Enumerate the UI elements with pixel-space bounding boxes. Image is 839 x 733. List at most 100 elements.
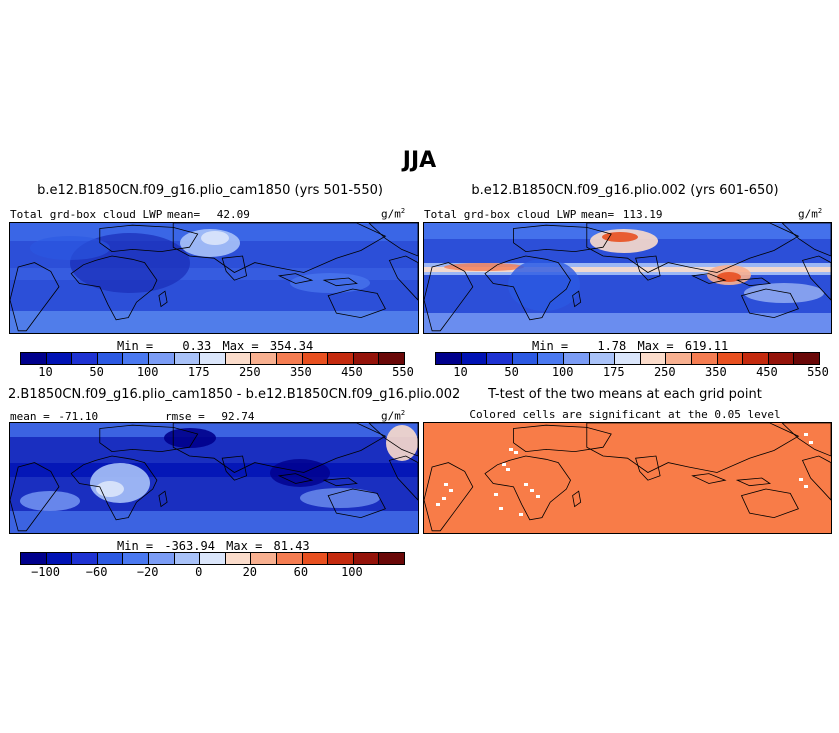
map-background bbox=[424, 423, 831, 533]
colorbar-cell bbox=[72, 553, 98, 564]
colorbar-cell bbox=[768, 353, 795, 364]
colorbar-cell bbox=[640, 353, 667, 364]
colorbar-cell bbox=[21, 553, 47, 564]
colorbar-cell bbox=[538, 353, 564, 364]
coastline-asia bbox=[172, 423, 387, 473]
coastline-sam bbox=[424, 262, 474, 332]
coastline-mada bbox=[158, 290, 168, 308]
panel1-colorbar bbox=[20, 352, 405, 365]
coastline-aus bbox=[327, 288, 386, 319]
panel3-rmse-label: rmse = bbox=[165, 410, 205, 423]
atlantic bbox=[30, 236, 110, 260]
panel2-map-svg bbox=[424, 223, 831, 333]
colorbar-tick-label: 250 bbox=[238, 365, 261, 379]
coastline-nam bbox=[781, 223, 831, 257]
panel3-max-label: Max = bbox=[226, 539, 263, 553]
panel3-minmax: Min = -363.94 Max = 81.43 bbox=[117, 539, 310, 553]
coastline-africa bbox=[70, 255, 158, 321]
colorbar-cell bbox=[276, 353, 303, 364]
coastline-asia bbox=[586, 223, 800, 273]
coastline-europe bbox=[99, 224, 199, 253]
coastline-sam2 bbox=[388, 255, 418, 301]
panel2-mean-value: 113.19 bbox=[622, 208, 663, 221]
panel1-mean-label: mean= bbox=[167, 208, 201, 221]
colorbar-cell bbox=[225, 353, 252, 364]
coastline-mada bbox=[572, 290, 582, 308]
panel2-min-value: 1.78 bbox=[597, 339, 627, 353]
africa-interior bbox=[508, 259, 580, 311]
colorbar-tick-label: −20 bbox=[136, 565, 159, 579]
colorbar-cell bbox=[251, 553, 277, 564]
colorbar-tick-label: 550 bbox=[392, 365, 414, 379]
coastline-sam2 bbox=[801, 455, 831, 501]
figure-title: JJA bbox=[402, 148, 437, 173]
colorbar-cell bbox=[97, 553, 124, 564]
colorbar-cell bbox=[512, 353, 539, 364]
panel1-title: b.e12.B1850CN.f09_g16.plio_cam1850 (yrs … bbox=[37, 183, 383, 198]
panel3-colorbar-ticks: −100 −60 −20 0 20 60 100 bbox=[20, 565, 403, 579]
colorbar-cell bbox=[46, 353, 73, 364]
coastline-indo bbox=[277, 273, 314, 284]
coastline-indo bbox=[691, 273, 727, 284]
colorbar-cell bbox=[21, 353, 47, 364]
panel1-mean: mean= 42.09 bbox=[167, 208, 250, 221]
colorbar-tick-label: 550 bbox=[807, 365, 829, 379]
colorbar-tick-label: −100 bbox=[31, 565, 60, 579]
panel2-mean-label: mean= bbox=[581, 208, 615, 221]
colorbar-cell bbox=[379, 353, 404, 364]
band-south bbox=[10, 311, 418, 333]
panel3-title: 2.B1850CN.f09_g16.plio_cam1850 - b.e12.B… bbox=[8, 387, 461, 402]
colorbar-cell bbox=[123, 353, 149, 364]
tibet-negative bbox=[164, 428, 216, 448]
panel3-colorbar bbox=[20, 552, 405, 565]
coastline-png bbox=[322, 277, 358, 287]
panel2-minmax: Min = 1.78 Max = 619.11 bbox=[532, 339, 728, 353]
coastline-sam2 bbox=[388, 455, 418, 501]
colorbar-cell bbox=[666, 353, 692, 364]
colorbar-cell bbox=[200, 353, 226, 364]
panel2-mean: mean= 113.19 bbox=[581, 208, 663, 221]
pacific-south bbox=[744, 283, 824, 303]
colorbar-tick-label: 450 bbox=[341, 365, 363, 379]
panel1-units-base: g/m bbox=[381, 207, 401, 221]
colorbar-tick-label: 100 bbox=[551, 365, 574, 379]
panel2-subtitle: Total grd-box cloud LWP bbox=[424, 208, 577, 221]
colorbar-tick-label: 450 bbox=[756, 365, 778, 379]
colorbar-tick-label: 250 bbox=[653, 365, 676, 379]
colorbar-tick-label: 50 bbox=[504, 365, 519, 379]
panel1-max-label: Max = bbox=[222, 339, 259, 353]
insignificant-cell bbox=[509, 448, 513, 451]
panel2-max-value: 619.11 bbox=[684, 339, 729, 353]
coastline-sam bbox=[10, 462, 60, 532]
colorbar-tick-label: 350 bbox=[705, 365, 727, 379]
panel3-min-value: -363.94 bbox=[164, 539, 215, 553]
colorbar-tick-label: 100 bbox=[136, 365, 159, 379]
panel2-title: b.e12.B1850CN.f09_g16.plio.002 (yrs 601-… bbox=[471, 183, 779, 198]
band-south bbox=[424, 313, 831, 333]
band-itcz-core bbox=[424, 267, 831, 272]
panel3-mean: mean = -71.10 bbox=[10, 410, 98, 423]
colorbar-cell bbox=[328, 353, 354, 364]
insignificant-cell bbox=[809, 441, 813, 444]
coastline-png bbox=[735, 477, 772, 487]
colorbar-tick-label: 60 bbox=[293, 565, 309, 579]
colorbar-cell bbox=[436, 353, 462, 364]
insignificant-cell bbox=[519, 513, 523, 516]
coastline-aus bbox=[740, 488, 799, 519]
colorbar-tick-label: −60 bbox=[85, 565, 108, 579]
colorbar-tick-label: 175 bbox=[602, 365, 625, 379]
colorbar-cell bbox=[200, 553, 226, 564]
colorbar-tick-label: 50 bbox=[89, 365, 104, 379]
panel1-min-value: 0.33 bbox=[182, 339, 212, 353]
panel4-title: T-test of the two means at each grid poi… bbox=[488, 387, 762, 402]
panel2-units-exp: 2 bbox=[817, 207, 823, 215]
panel3-mean-label: mean = bbox=[10, 410, 50, 423]
coastline-europe bbox=[513, 224, 612, 253]
coastline-africa bbox=[484, 255, 571, 321]
panel3-rmse: rmse = 92.74 bbox=[165, 410, 255, 423]
panel2-min-label: Min = bbox=[532, 339, 569, 353]
colorbar-cell bbox=[251, 353, 277, 364]
coastline-nam bbox=[781, 423, 831, 457]
colorbar-cell bbox=[589, 353, 616, 364]
panel1-map-svg bbox=[10, 223, 418, 333]
